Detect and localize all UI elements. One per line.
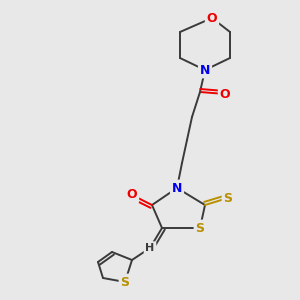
Text: O: O [220, 88, 230, 100]
Text: O: O [207, 11, 217, 25]
Text: N: N [172, 182, 182, 194]
Text: S: S [224, 191, 232, 205]
Text: O: O [127, 188, 137, 202]
Text: N: N [200, 64, 210, 76]
Text: S: S [121, 275, 130, 289]
Text: H: H [146, 243, 154, 253]
Text: S: S [196, 221, 205, 235]
